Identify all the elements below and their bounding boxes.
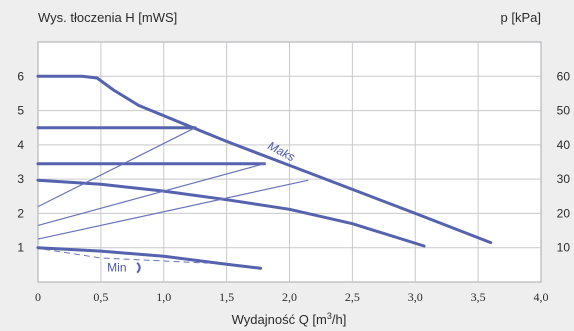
y-axis-title-right: p [kPa] (501, 10, 541, 25)
x-tick-label: 3,0 (408, 290, 423, 304)
series-lines (36, 74, 493, 270)
x-axis-title-suffix: /h] (332, 312, 346, 327)
annotation-min: Min (107, 261, 126, 275)
y-axis-title-left: Wys. tłoczenia H [mWS] (38, 10, 177, 25)
y-tick-label-right: 30 (557, 172, 571, 186)
x-tick-label: 4,0 (534, 290, 549, 304)
series-line-7 (37, 163, 265, 226)
y-tick-label-left: 3 (17, 172, 24, 186)
x-tick-label: 1,5 (219, 290, 234, 304)
y-tick-label-right: 50 (557, 104, 571, 118)
y-tick-label-right: 60 (557, 69, 571, 83)
x-tick-label: 1,0 (156, 290, 171, 304)
series-line-min (36, 246, 263, 270)
y-tick-label-left: 1 (17, 241, 24, 255)
x-axis-title-prefix: Wydajność Q [m (232, 312, 327, 327)
y-tick-label-left: 6 (17, 69, 24, 83)
x-tick-label: 0 (35, 290, 41, 304)
y-tick-label-left: 2 (17, 206, 24, 220)
x-tick-label: 2,0 (282, 290, 297, 304)
x-tick-label: 0,5 (93, 290, 108, 304)
y-tick-label-right: 20 (557, 206, 571, 220)
series-line-4 (36, 178, 426, 248)
x-axis-title-superscript: 3 (327, 311, 332, 321)
y-tick-label-right: 40 (557, 138, 571, 152)
series-line-8 (37, 179, 309, 240)
series-line-maks (36, 74, 493, 245)
x-tick-label: 2,5 (345, 290, 360, 304)
y-tick-label-left: 5 (17, 104, 24, 118)
y-tick-label-left: 4 (17, 138, 24, 152)
y-tick-label-right: 10 (557, 241, 571, 255)
x-tick-label: 3,5 (471, 290, 486, 304)
x-axis-title: Wydajność Q [m3/h] (232, 311, 347, 327)
series-line-6 (37, 127, 196, 208)
min-bracket-mark (136, 262, 141, 274)
tick-labels: 0 0,5 1,0 1,5 2,0 2,5 3,0 3,5 4,0 1 10 2 20 3 30 4 40 5 50… (17, 69, 570, 304)
